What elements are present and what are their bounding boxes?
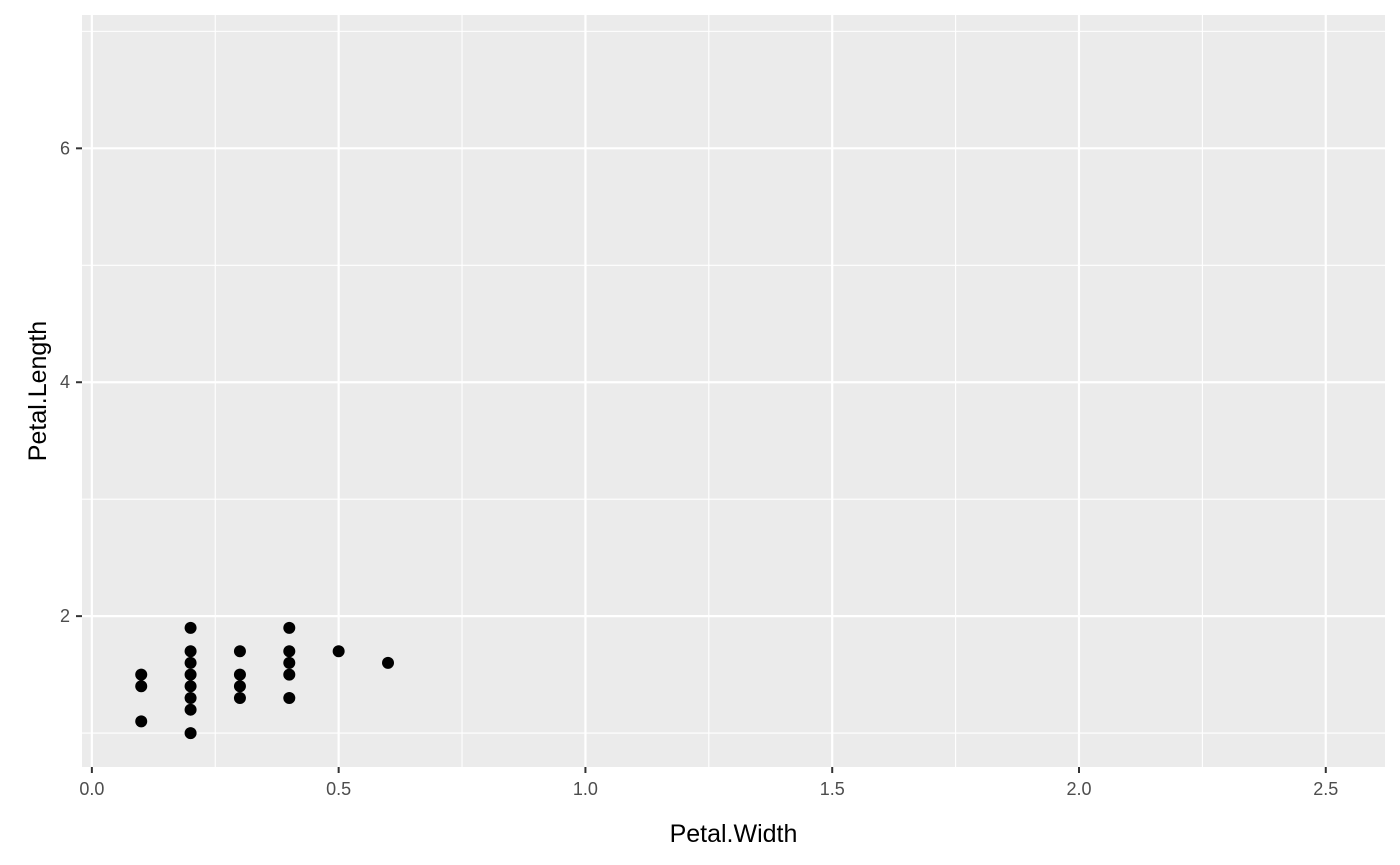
data-point — [135, 680, 148, 693]
data-point — [283, 656, 296, 669]
data-point — [283, 645, 296, 658]
data-point — [135, 715, 148, 728]
y-axis: 2 4 6 — [60, 138, 82, 626]
x-tick-label: 0.0 — [79, 779, 104, 799]
data-point — [283, 691, 296, 704]
data-point — [184, 727, 197, 740]
data-point — [233, 645, 246, 658]
y-tick-label: 2 — [60, 606, 70, 626]
y-tick-label: 6 — [60, 138, 70, 158]
data-point — [283, 668, 296, 681]
y-tick-label: 4 — [60, 372, 70, 392]
major-gridlines — [82, 15, 1385, 767]
data-point — [184, 691, 197, 704]
data-point — [184, 703, 197, 716]
x-tick-label: 1.5 — [820, 779, 845, 799]
data-point — [184, 645, 197, 658]
x-tick-label: 1.0 — [573, 779, 598, 799]
data-point — [283, 621, 296, 634]
x-axis-title: Petal.Width — [670, 820, 798, 848]
data-point — [233, 680, 246, 693]
data-point — [135, 668, 148, 681]
plot-panel — [82, 15, 1385, 767]
data-point — [233, 668, 246, 681]
x-tick-label: 2.0 — [1066, 779, 1091, 799]
x-tick-label: 0.5 — [326, 779, 351, 799]
data-point — [332, 645, 345, 658]
minor-gridlines — [82, 15, 1385, 767]
data-point — [382, 656, 395, 669]
x-tick-label: 2.5 — [1313, 779, 1338, 799]
data-point — [184, 621, 197, 634]
x-axis: 0.0 0.5 1.0 1.5 2.0 2.5 — [79, 767, 1338, 799]
data-point — [184, 656, 197, 669]
data-point — [233, 691, 246, 704]
data-point — [184, 668, 197, 681]
data-point — [184, 680, 197, 693]
data-points — [135, 621, 395, 740]
y-axis-title: Petal.Length — [24, 321, 52, 461]
